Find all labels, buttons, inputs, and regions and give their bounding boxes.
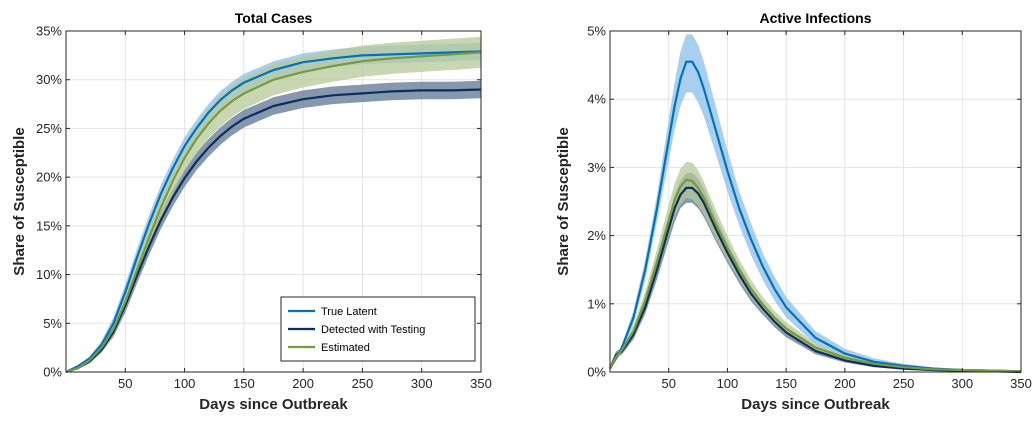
y-tick-label: 4%: [587, 92, 606, 107]
y-tick-label: 3%: [587, 160, 606, 175]
series-line-detected-with-testing: [608, 186, 1022, 374]
series-line-true-latent: [65, 50, 482, 373]
series-line-estimated: [65, 51, 482, 374]
x-tick-label: 150: [775, 376, 797, 391]
x-tick-label: 250: [352, 376, 374, 391]
y-axis-label: Share of Susceptible: [11, 127, 28, 275]
x-tick-label: 300: [411, 376, 433, 391]
y-tick-label: 15%: [36, 218, 62, 233]
x-tick-label: 250: [893, 376, 915, 391]
x-tick-label: 200: [834, 376, 856, 391]
legend-label-true-latent: True Latent: [321, 306, 377, 318]
y-tick-label: 0%: [587, 365, 606, 380]
legend-label-detected-with-testing: Detected with Testing: [321, 324, 425, 336]
y-axis-label: Share of Susceptible: [555, 127, 572, 275]
y-tick-label: 20%: [36, 170, 62, 185]
x-tick-label: 100: [717, 376, 739, 391]
legend: True Latent Detected with Testing Estimate…: [280, 296, 476, 362]
series-line-true-latent: [609, 60, 1022, 373]
x-tick-label: 50: [118, 376, 132, 391]
x-tick-label: 300: [951, 376, 973, 391]
x-axis-label: Days since Outbreak: [199, 396, 348, 413]
legend-label-estimated: Estimated: [321, 342, 370, 354]
x-tick-label: 350: [470, 376, 492, 391]
y-tick-label: 5%: [43, 316, 62, 331]
y-tick-label: 0%: [43, 365, 62, 380]
confidence-band-estimated: [610, 161, 1021, 372]
y-tick-label: 35%: [36, 24, 62, 39]
y-tick-label: 30%: [36, 72, 62, 87]
y-tick-label: 2%: [587, 228, 606, 243]
axes-frame: [609, 30, 1022, 373]
total-cases-panel: 50 100 150 200 250 300 350 0% 5% 10% 15% 20% 25% 30% 3…: [11, 10, 492, 413]
chart-title: Active Infections: [759, 10, 871, 26]
y-tick-label: 10%: [36, 267, 62, 282]
series-line-estimated: [609, 178, 1022, 373]
y-tick-label: 5%: [587, 24, 606, 39]
x-axis-label: Days since Outbreak: [741, 396, 890, 413]
y-tick-label: 1%: [587, 296, 606, 311]
y-tick-label: 25%: [36, 121, 62, 136]
series-line-detected-with-testing: [65, 88, 482, 374]
x-tick-label: 200: [292, 376, 314, 391]
active-infections-panel: 50 100 150 200 250 300 350 0% 1% 2% 3% 4% 5% Active I…: [555, 10, 1032, 413]
x-tick-label: 50: [661, 376, 675, 391]
x-tick-label: 150: [233, 376, 255, 391]
chart-title: Total Cases: [235, 10, 313, 26]
x-tick-label: 100: [174, 376, 196, 391]
x-tick-label: 350: [1010, 376, 1032, 391]
axes-frame: [65, 30, 482, 373]
